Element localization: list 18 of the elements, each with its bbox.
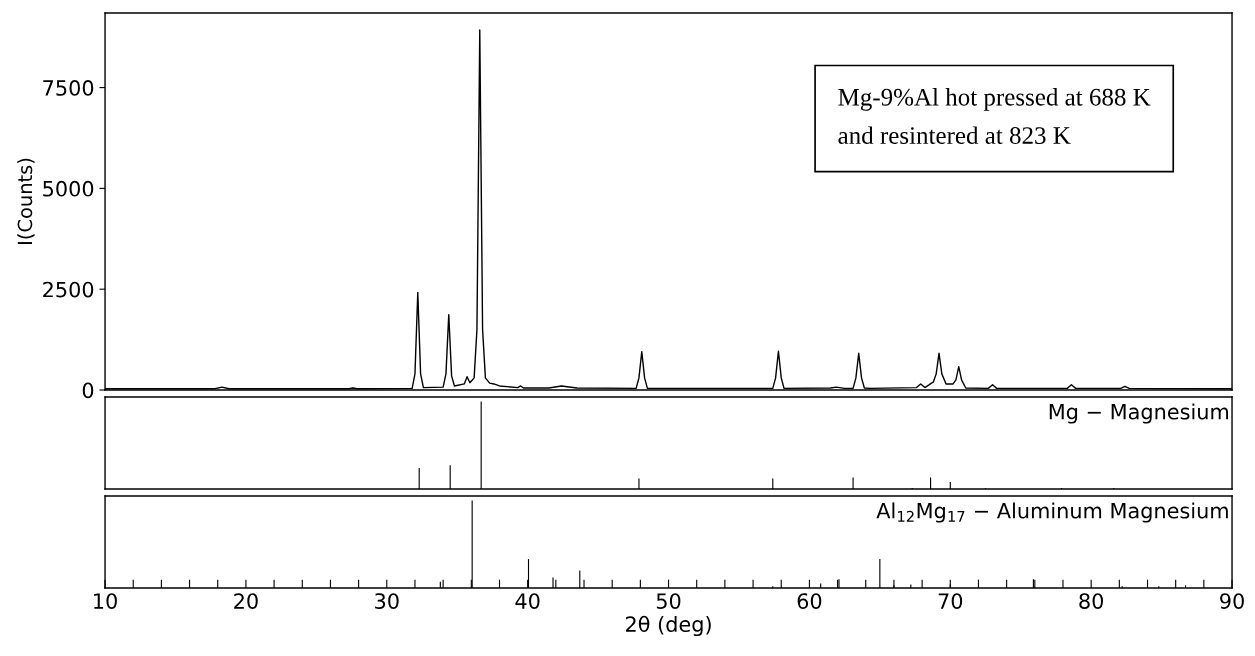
x-axis-title: 2θ (deg): [625, 615, 711, 637]
x-tick-label: 70: [938, 593, 963, 609]
x-tick-label: 50: [656, 593, 681, 609]
y-tick-label: 5000: [43, 180, 94, 197]
y-tick-label: 7500: [43, 80, 94, 96]
x-tick-label: 60: [797, 593, 822, 609]
annotation: Mg-9%Al hot pressed at 688 K and resintered at 823 K: [838, 88, 1151, 144]
x-tick-label: 40: [515, 593, 540, 609]
y-tick-label: 0: [82, 382, 94, 399]
x-tick-label: 10: [94, 593, 117, 609]
x-tick-label: 80: [1079, 593, 1104, 609]
chart-title: Al$_{12}$Mg$_{17}$ − Aluminum Magnesium: [876, 502, 1228, 523]
y-axis-title: I(Counts): [17, 158, 35, 244]
x-tick-label: 30: [375, 593, 399, 609]
y-tick-label: 2500: [43, 281, 94, 298]
x-tick-label: 20: [234, 593, 258, 609]
x-tick-label: 90: [1220, 593, 1244, 609]
chart-title: Mg − Magnesium: [1049, 403, 1229, 424]
